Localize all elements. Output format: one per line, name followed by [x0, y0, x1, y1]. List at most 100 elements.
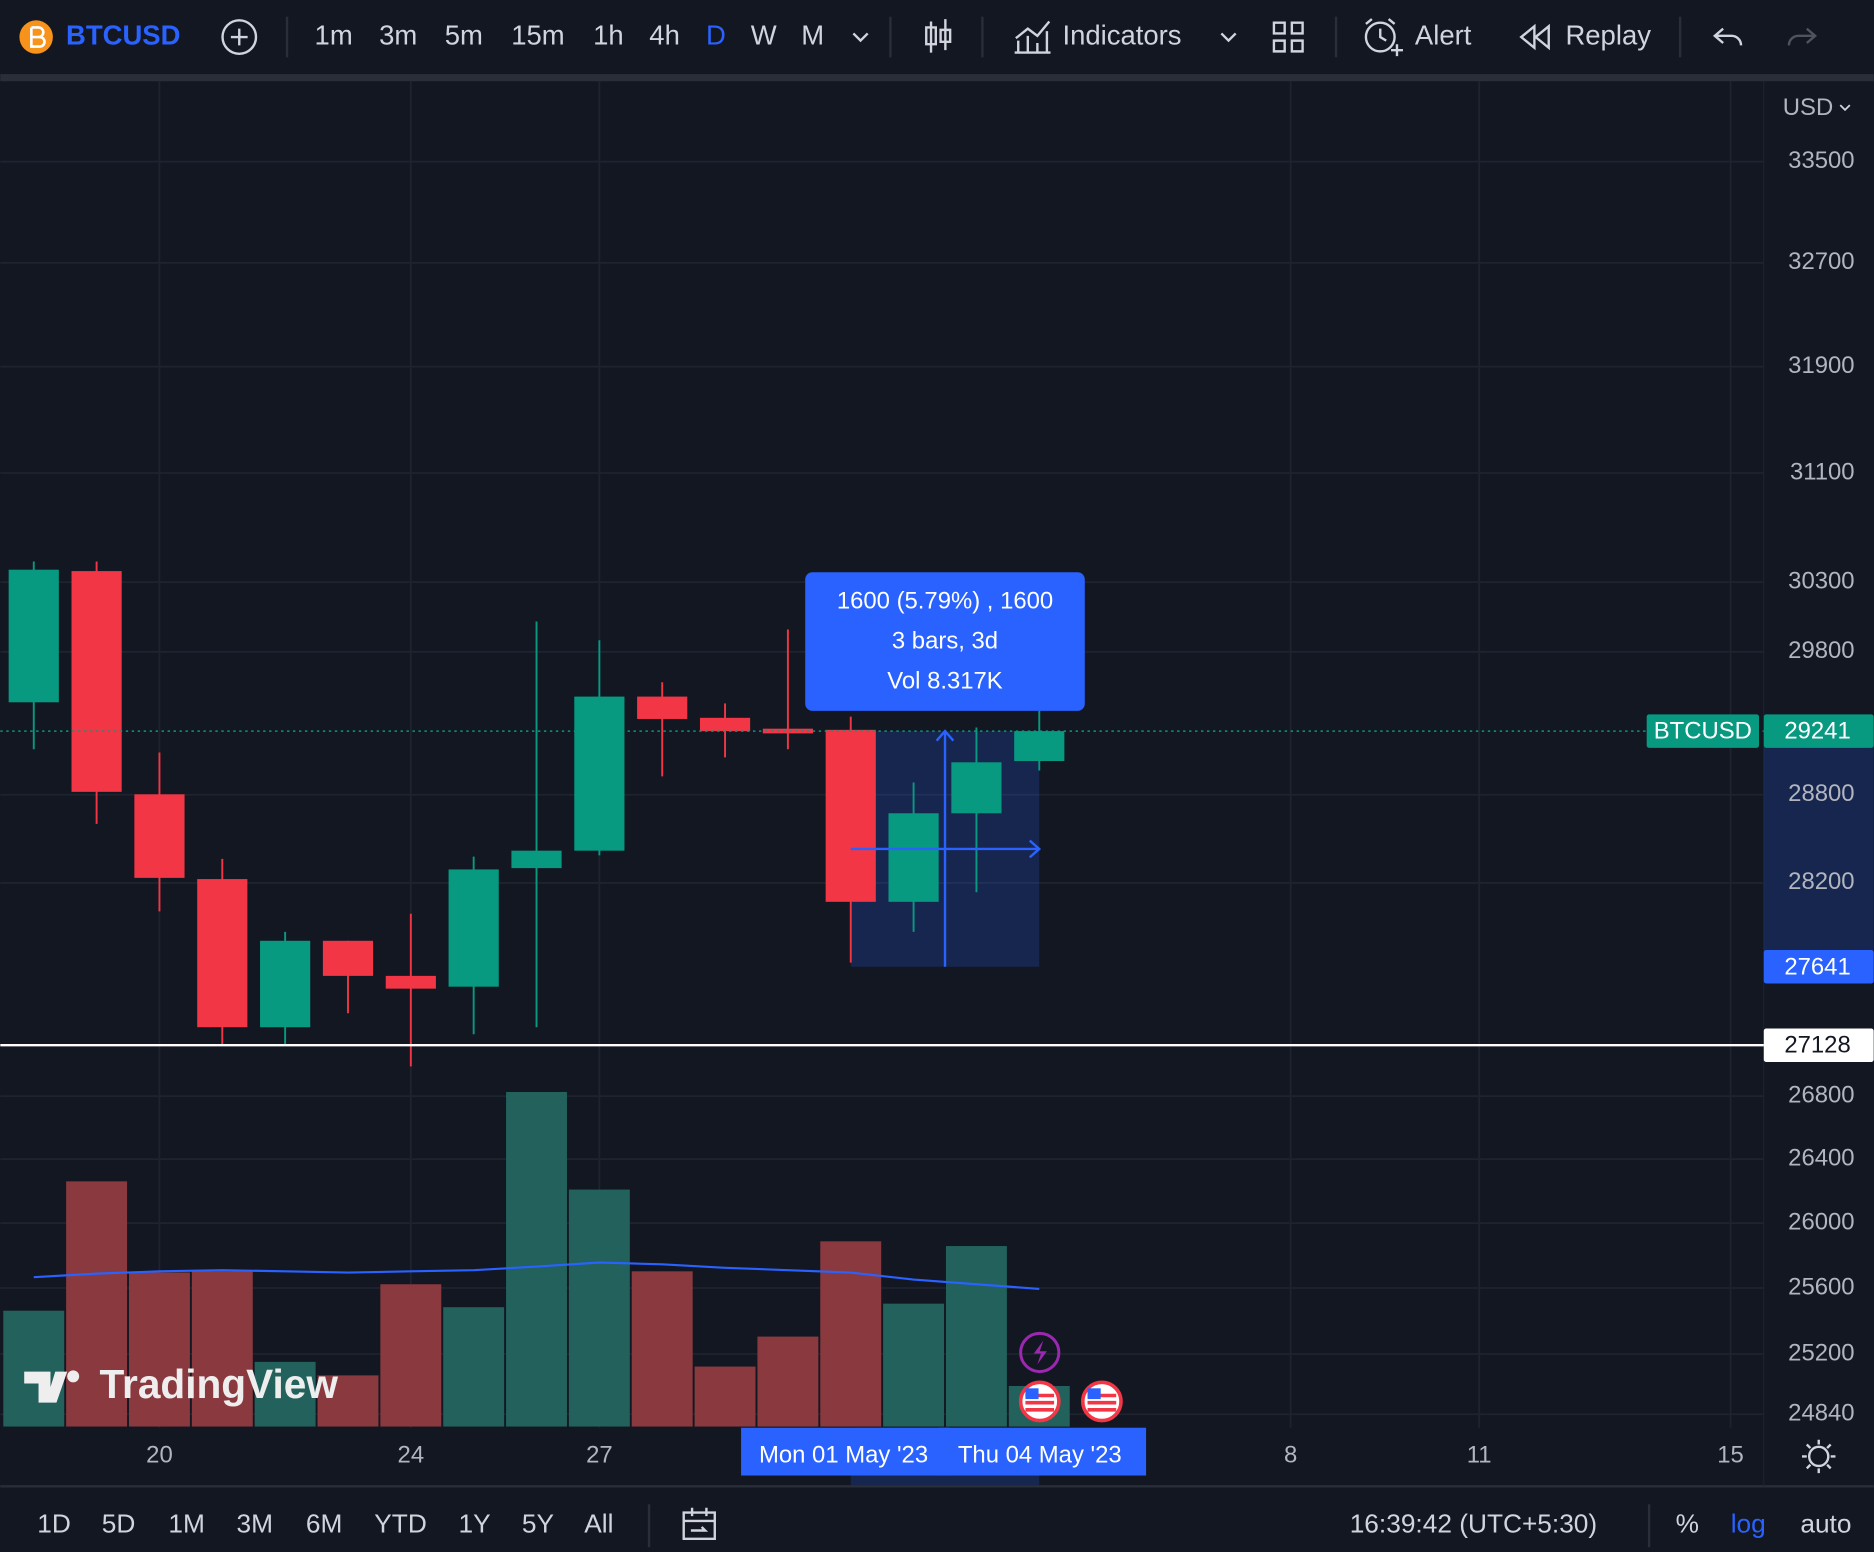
range-button[interactable]: 5D: [102, 1509, 136, 1539]
indicators-menu[interactable]: [1220, 32, 1237, 43]
bottom-bar: 1D 5D 1M 3M 6M YTD 1Y 5Y All 16:39:42 (U…: [37, 1504, 1851, 1548]
y-tick-label: 31100: [1790, 458, 1855, 485]
symbol-label: BTCUSD: [1654, 718, 1752, 745]
interval[interactable]: 4h: [649, 19, 680, 50]
percent-toggle[interactable]: %: [1676, 1509, 1699, 1539]
volume-bar: [380, 1284, 442, 1427]
symbol-icon-glyph: [30, 26, 46, 48]
volume-bar: [191, 1271, 253, 1427]
y-tick-label: 28200: [1788, 868, 1854, 895]
alert-button[interactable]: Alert: [1415, 19, 1472, 50]
candle-body: [951, 762, 1002, 814]
x-tick-label: 15: [1717, 1442, 1744, 1469]
interval[interactable]: 1h: [593, 19, 624, 50]
volume-bar: [3, 1310, 65, 1427]
price-label-box: [1763, 950, 1874, 984]
interval[interactable]: 5m: [445, 19, 483, 50]
interval-menu[interactable]: [852, 32, 869, 43]
flag-canton: [1025, 1388, 1039, 1400]
candle-body: [762, 728, 813, 734]
y-tick-label: 32700: [1788, 248, 1854, 275]
compare-plus: [230, 28, 248, 46]
settings-rays: [1802, 1439, 1836, 1474]
volume-bar: [883, 1303, 945, 1427]
date-label-box: [938, 1427, 1147, 1476]
log-toggle[interactable]: log: [1731, 1509, 1766, 1539]
y-tick-label: 29800: [1788, 637, 1854, 664]
range-button[interactable]: YTD: [374, 1509, 427, 1539]
range-button[interactable]: 3M: [237, 1509, 274, 1539]
volume-bar: [945, 1246, 1007, 1427]
candle-body: [448, 869, 499, 987]
settings-button[interactable]: [1807, 1445, 1830, 1468]
range-button[interactable]: 1M: [168, 1509, 205, 1539]
layout-button[interactable]: [1272, 21, 1304, 53]
interval[interactable]: 3m: [379, 19, 417, 50]
date-label: Thu 04 May '23: [958, 1442, 1122, 1469]
volume-bar: [757, 1336, 819, 1427]
event-icon-glyph: [1033, 1340, 1047, 1365]
measure-tooltip-text: Vol 8.317K: [887, 668, 1003, 695]
volume-bar: [506, 1091, 567, 1427]
interval[interactable]: M: [801, 19, 824, 50]
y-tick-label: 26400: [1788, 1144, 1854, 1171]
event-markers: [1018, 1331, 1123, 1423]
y-tick-label: 25200: [1788, 1339, 1854, 1366]
range-button[interactable]: 5Y: [522, 1509, 554, 1539]
candle-body: [1014, 731, 1065, 762]
currency-menu[interactable]: [1839, 104, 1851, 112]
interval[interactable]: 1m: [315, 19, 353, 50]
indicators-icon[interactable]: [1014, 20, 1051, 54]
alert-icon-detail: [1365, 18, 1403, 57]
measure-tooltip-text: 1600 (5.79%) , 1600: [837, 587, 1053, 614]
overlays: 33500 32700 31900 31100 30300 29800 28800 28200…: [0, 147, 1874, 1476]
candle-body: [825, 729, 876, 902]
measure-tooltip-text: 3 bars, 3d: [892, 627, 998, 654]
indicators-button[interactable]: Indicators: [1062, 19, 1181, 50]
event-icon[interactable]: [1019, 1331, 1061, 1374]
candle-body: [888, 813, 939, 902]
price-label: 27128: [1784, 1032, 1850, 1059]
candle-body: [574, 696, 625, 851]
volume-ma-line: [33, 1261, 1040, 1290]
replay-button[interactable]: Replay: [1565, 19, 1651, 50]
symbol[interactable]: BTCUSD: [66, 19, 180, 50]
chart-type-button[interactable]: [925, 19, 952, 53]
interval[interactable]: W: [751, 19, 777, 50]
currency[interactable]: USD: [1783, 94, 1833, 121]
date-label-box: [741, 1427, 951, 1476]
alert-icon[interactable]: [1364, 21, 1396, 53]
volume-bar: [66, 1181, 128, 1427]
volume-bar: [128, 1272, 190, 1427]
candle-body: [699, 717, 751, 732]
volume-bar: [568, 1189, 630, 1427]
candle-body: [71, 571, 122, 792]
x-tick-label: 8: [1284, 1442, 1297, 1469]
interval-active[interactable]: D: [706, 19, 726, 50]
y-tick-label: 26000: [1788, 1208, 1854, 1235]
goto-date-button[interactable]: [682, 1507, 716, 1541]
replay-icon[interactable]: [1519, 23, 1550, 51]
toolbar: BTCUSD 1m 3m 5m 15m 1h 4h D W M Indicato…: [19, 16, 1817, 58]
y-tick-label: 28800: [1788, 780, 1854, 807]
price-label-box: [1763, 1028, 1874, 1062]
undo-button[interactable]: [1712, 27, 1743, 46]
range-button[interactable]: 1D: [37, 1509, 71, 1539]
range-button[interactable]: All: [584, 1509, 613, 1539]
toolbar-border: [0, 74, 1874, 82]
measure-arrow-h: [850, 839, 1042, 859]
range-button[interactable]: 6M: [306, 1509, 343, 1539]
interval[interactable]: 15m: [511, 19, 564, 50]
candles: [8, 561, 1065, 1067]
watermark-text: TradingView: [99, 1361, 338, 1407]
range-button[interactable]: 1Y: [459, 1509, 491, 1539]
compare-button[interactable]: [221, 19, 258, 55]
redo-button[interactable]: [1787, 27, 1817, 46]
x-tick-label: 20: [146, 1442, 173, 1469]
x-tick-label: 24: [398, 1442, 425, 1469]
auto-toggle[interactable]: auto: [1800, 1509, 1851, 1539]
volume-bar: [631, 1271, 693, 1427]
